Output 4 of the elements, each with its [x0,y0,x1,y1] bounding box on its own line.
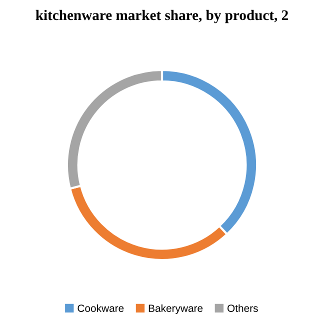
legend-label: Cookware [78,304,124,312]
chart-title: kitchenware market share, by product, 2 [36,10,288,24]
legend-label: Others [227,304,258,312]
legend-label: Bakeryware [148,304,203,314]
